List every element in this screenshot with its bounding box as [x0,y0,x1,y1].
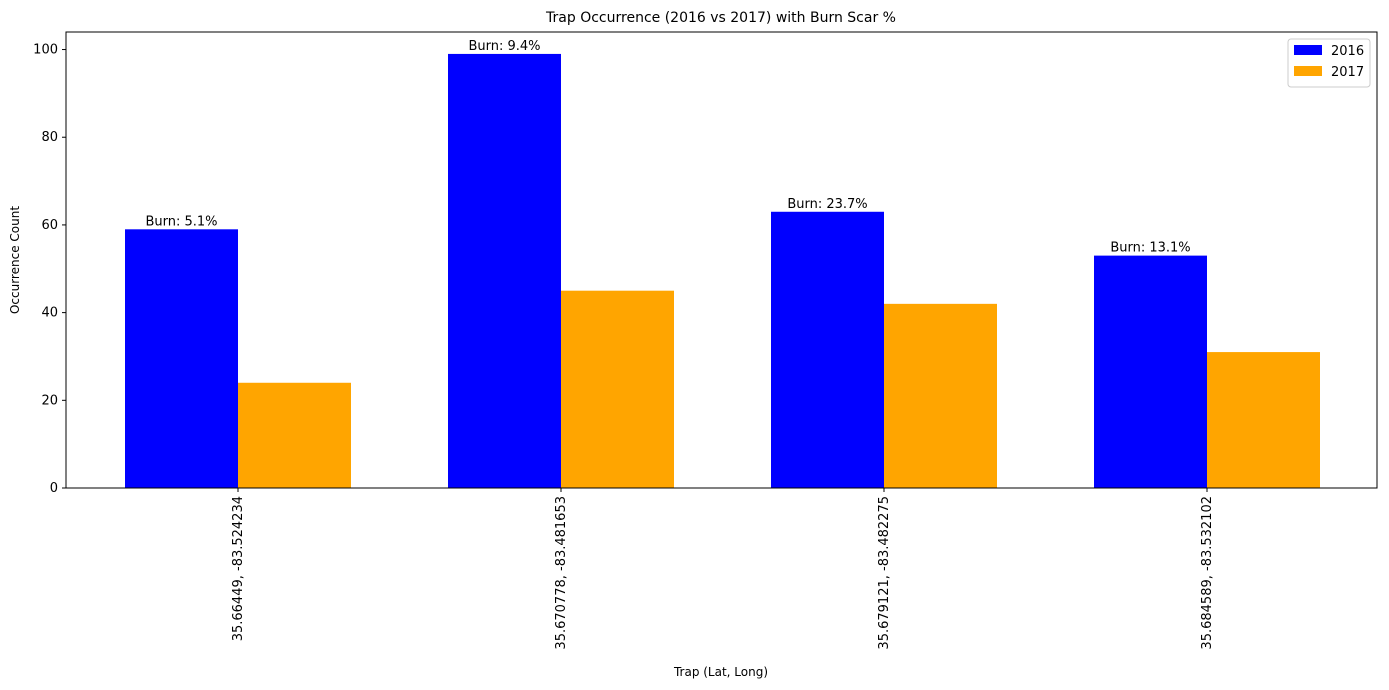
burn-annotation-4: Burn: 13.1% [1110,241,1190,256]
x-axis-label: Trap (Lat, Long) [673,665,768,679]
chart-title: Trap Occurrence (2016 vs 2017) with Burn… [545,10,896,26]
bar-2017-1 [238,382,351,488]
y-axis: 0 20 40 60 80 100 [33,43,66,496]
burn-annotation-3: Burn: 23.7% [787,197,867,212]
burn-annotation-2: Burn: 9.4% [468,39,540,54]
burn-annotation-1: Burn: 5.1% [145,214,217,229]
plot-frame [65,31,1378,489]
bar-2016-4 [1094,255,1207,488]
legend-label-2017: 2017 [1331,65,1364,80]
y-tick-label-5: 100 [33,43,58,58]
x-tick-label-2: 35.670778, -83.481653 [554,496,569,650]
y-tick-label-4: 80 [41,130,58,145]
x-tick-label-3: 35.679121, -83.482275 [877,496,892,650]
legend: 2016 2017 [1287,38,1371,88]
bar-2016-1 [125,229,238,489]
x-tick-label-4: 35.684589, -83.532102 [1200,496,1215,650]
y-tick-label-2: 40 [41,306,58,321]
bar-2017-2 [561,290,674,488]
legend-swatch-2017 [1294,66,1322,76]
bar-2017-3 [884,303,997,488]
y-axis-label: Occurrence Count [8,206,22,314]
y-tick-label-0: 0 [50,481,58,496]
y-tick-label-1: 20 [41,393,58,408]
y-tick-label-3: 60 [41,218,58,233]
bar-2016-3 [771,211,884,488]
legend-swatch-2016 [1294,45,1322,55]
annotations-group: Burn: 5.1% Burn: 9.4% Burn: 23.7% Burn: 13.… [145,39,1190,256]
x-tick-label-1: 35.66449, -83.524234 [231,496,246,641]
x-axis: 35.66449, -83.524234 35.670778, -83.48165… [231,488,1215,650]
bar-2016-2 [448,53,561,489]
bars-group [125,53,1320,489]
legend-label-2016: 2016 [1331,44,1364,59]
bar-2017-4 [1207,352,1320,488]
